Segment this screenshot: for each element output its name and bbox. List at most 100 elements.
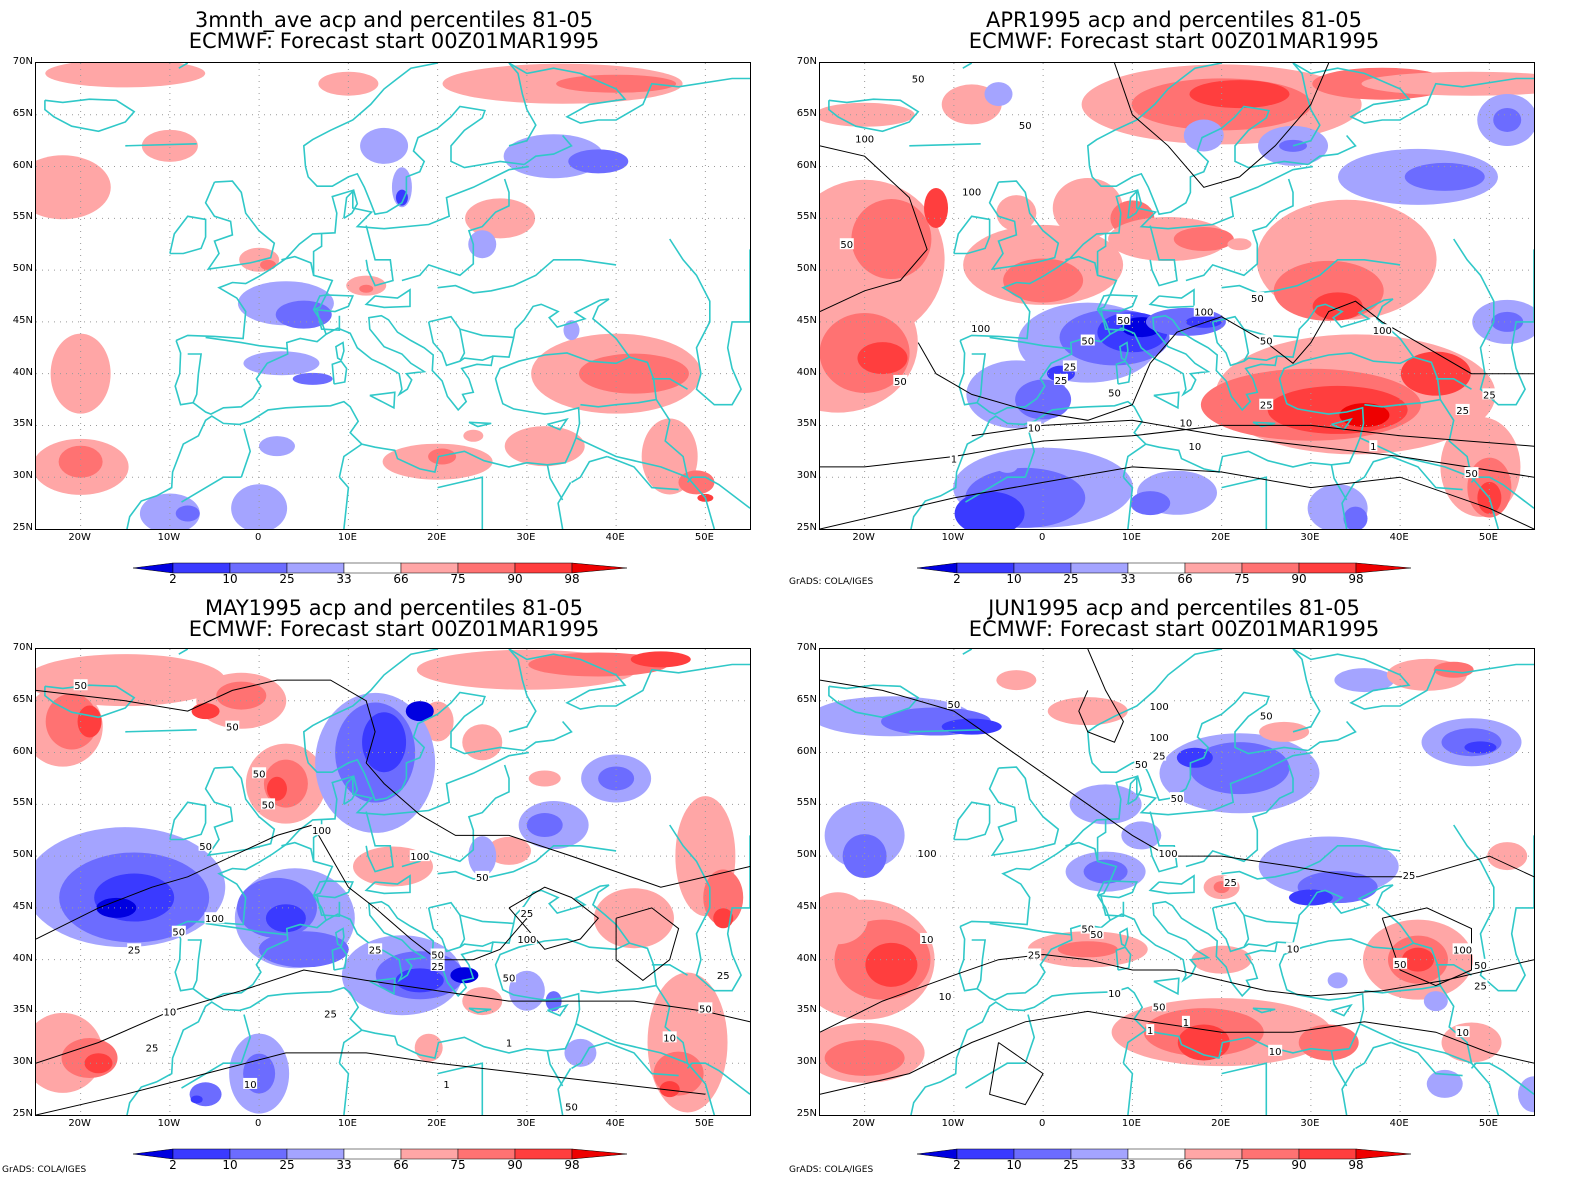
contour-label-bg (1170, 792, 1184, 804)
coastline (304, 105, 525, 216)
anomaly-blob (526, 813, 563, 838)
coastline (910, 884, 1415, 1115)
coastline (1185, 178, 1294, 282)
colorbar-tick: 66 (1177, 572, 1193, 586)
anomaly-blob (265, 904, 306, 933)
anomaly-blob (556, 74, 677, 93)
contour-label-bg (1080, 334, 1095, 346)
anomaly-blob (593, 888, 674, 949)
coastline (204, 180, 276, 271)
colorbar-tick: 75 (1234, 1158, 1250, 1172)
contour-label-bg (1372, 324, 1393, 336)
colorbar-tick: 66 (1177, 1158, 1193, 1172)
colorbar-tick: 25 (1063, 572, 1079, 586)
anomaly-blob (96, 897, 137, 918)
coastline (338, 443, 363, 478)
coastline (651, 963, 688, 976)
colorbar-arrow-right (571, 1148, 628, 1160)
coastline (437, 845, 617, 880)
lat-label: 70N (796, 56, 817, 67)
lon-label: 50E (694, 1118, 714, 1129)
contour-label-bg (854, 132, 875, 144)
lon-label: 0 (254, 532, 262, 543)
contour-label-bg (1259, 334, 1274, 346)
coastline (1435, 377, 1472, 390)
coastline (364, 874, 411, 895)
anomaly-blob (243, 351, 320, 376)
contour-line (820, 1010, 1534, 1095)
anomaly-blob (1487, 842, 1528, 871)
panel-3mnth: 3mnth_ave acp and percentiles 81-05 ECMW… (0, 0, 780, 590)
map-area[interactable]: 50 50 100 100 50 100 50 25 100 50 100 50 50 50 25 50 25 2… (819, 62, 1535, 530)
contour-label: 50 (431, 950, 444, 961)
contour-line (971, 419, 1534, 478)
coastline (1341, 481, 1356, 529)
contour-label: 50 (199, 842, 212, 853)
coastline (1470, 1062, 1534, 1095)
coastline (175, 165, 529, 342)
map-area[interactable]: 50 100 50 100 50 25 50 100 100 25 25 50 10 25 50 10 50 10… (819, 648, 1535, 1116)
colorbar-tick: 98 (564, 1158, 580, 1172)
contour-label-bg (311, 824, 332, 836)
anomaly-blob (266, 776, 287, 801)
coastline (546, 1050, 564, 1087)
contour-label-bg (1134, 757, 1149, 769)
anomaly-blob (1343, 506, 1368, 529)
coastline (338, 1029, 363, 1064)
lat-label: 70N (12, 56, 33, 67)
contour-line (508, 886, 600, 950)
lat-label: 25N (796, 1108, 817, 1119)
contour-label-bg (564, 1100, 579, 1112)
panel-title-line2: ECMWF: Forecast start 00Z01MAR1995 (188, 29, 600, 53)
contour-label: 50 (1090, 930, 1103, 941)
colorbar (132, 562, 628, 574)
coastline (953, 215, 991, 255)
lon-label: 10E (337, 532, 357, 543)
lat-label: 55N (796, 211, 817, 223)
contour-label-bg (1250, 292, 1265, 304)
coastline (909, 729, 981, 733)
coastline (1221, 1062, 1268, 1115)
lon-label: 40E (605, 532, 625, 543)
coastline (965, 1062, 1026, 1089)
anomaly-blob (1121, 821, 1162, 850)
grid-lines (820, 63, 1534, 529)
coastline (1122, 1029, 1147, 1064)
anomaly-blob (468, 230, 497, 259)
colorbar-tick: 66 (393, 572, 409, 586)
coastline (962, 63, 973, 69)
anomaly-blob (713, 908, 734, 929)
contour-label: 25 (1474, 982, 1487, 993)
coastline (580, 942, 658, 994)
lat-label: 70N (796, 642, 817, 653)
coastline (508, 649, 537, 733)
anomaly-blob (487, 836, 532, 865)
anomaly-blob (1189, 80, 1290, 109)
colorbar (916, 562, 1412, 574)
lon-label: 40E (605, 1118, 625, 1129)
fill-field (820, 658, 1534, 1113)
coastline (364, 288, 411, 309)
contour-label-bg (475, 870, 490, 882)
coastline (343, 774, 359, 805)
coastline (962, 649, 973, 655)
coastline (1096, 819, 1107, 862)
contour-label-bg (1482, 388, 1497, 400)
map-area[interactable]: 50 50 50 50 50 100 100 50 50 100 25 25 25 100 50 25 25 50… (35, 648, 751, 1116)
anomaly-blob (1176, 747, 1213, 768)
lat-label: 50N (796, 849, 817, 861)
coastline (1148, 874, 1195, 895)
anomaly-blob (1177, 1024, 1230, 1061)
anomaly-blob (842, 834, 887, 879)
anomaly-blob (1227, 238, 1252, 251)
colorbar-tick: 90 (507, 572, 523, 586)
lon-label: 0 (1038, 1118, 1046, 1129)
contour-label-bg (73, 679, 88, 691)
contour-label: 25 (324, 1010, 337, 1021)
map-area[interactable] (35, 62, 751, 530)
coastline (655, 985, 689, 1064)
coastline (1088, 105, 1309, 216)
coastline (1390, 455, 1463, 491)
contour-label-bg (1259, 709, 1274, 721)
coastline (1221, 845, 1401, 880)
